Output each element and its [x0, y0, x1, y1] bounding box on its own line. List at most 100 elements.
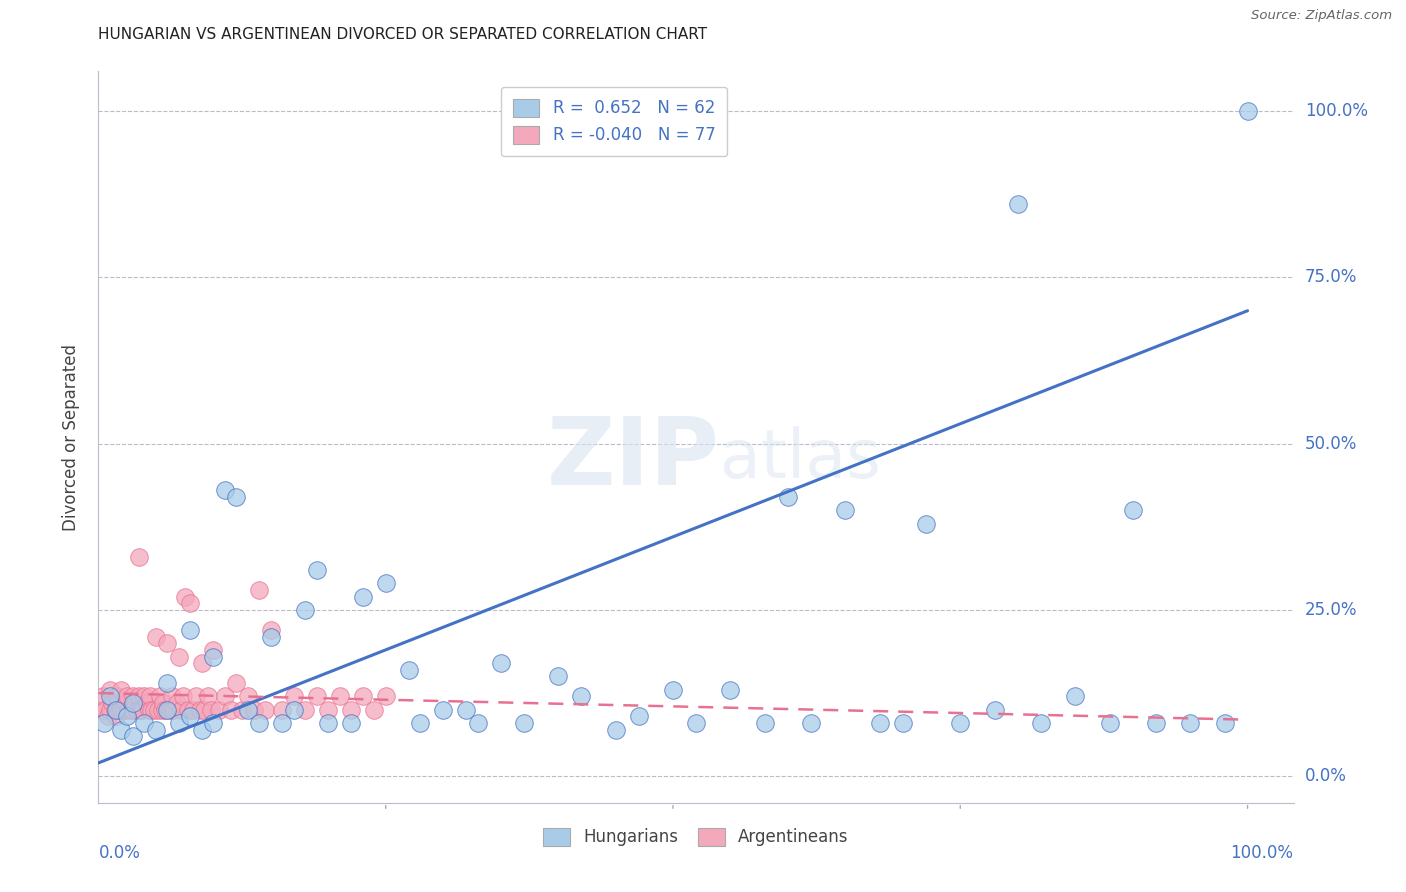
Point	[363, 703, 385, 717]
Point	[145, 723, 167, 737]
Point	[152, 696, 174, 710]
Point	[105, 690, 128, 704]
Point	[456, 703, 478, 717]
Point	[202, 643, 225, 657]
Point	[329, 690, 352, 704]
Point	[352, 590, 374, 604]
Point	[122, 703, 145, 717]
Point	[202, 716, 225, 731]
Point	[94, 703, 117, 717]
Point	[117, 703, 139, 717]
Point	[156, 636, 179, 650]
Point	[101, 696, 124, 710]
Point	[108, 703, 131, 717]
Point	[177, 703, 200, 717]
Point	[432, 703, 454, 717]
Point	[1178, 716, 1201, 731]
Point	[340, 703, 363, 717]
Point	[191, 656, 214, 670]
Point	[122, 690, 145, 704]
Point	[156, 676, 179, 690]
Point	[110, 682, 132, 697]
Point	[115, 709, 138, 723]
Text: 100.0%: 100.0%	[1305, 103, 1368, 120]
Point	[181, 703, 204, 717]
Point	[166, 696, 188, 710]
Point	[662, 682, 685, 697]
Point	[467, 716, 489, 731]
Point	[162, 703, 184, 717]
Point	[120, 703, 142, 717]
Text: HUNGARIAN VS ARGENTINEAN DIVORCED OR SEPARATED CORRELATION CHART: HUNGARIAN VS ARGENTINEAN DIVORCED OR SEP…	[98, 27, 707, 42]
Text: 0.0%: 0.0%	[98, 845, 141, 863]
Point	[191, 723, 214, 737]
Point	[340, 716, 363, 731]
Text: ZIP: ZIP	[547, 413, 720, 505]
Point	[139, 690, 162, 704]
Legend: Hungarians, Argentineans: Hungarians, Argentineans	[537, 821, 855, 853]
Point	[231, 703, 253, 717]
Point	[1236, 104, 1258, 119]
Point	[1098, 716, 1121, 731]
Point	[374, 690, 396, 704]
Point	[156, 703, 179, 717]
Point	[159, 703, 181, 717]
Point	[247, 716, 270, 731]
Point	[891, 716, 914, 731]
Point	[138, 703, 160, 717]
Point	[754, 716, 776, 731]
Point	[112, 703, 135, 717]
Point	[197, 690, 219, 704]
Text: 100.0%: 100.0%	[1230, 845, 1294, 863]
Point	[214, 690, 236, 704]
Point	[271, 716, 294, 731]
Point	[149, 690, 172, 704]
Point	[127, 703, 149, 717]
Point	[834, 503, 856, 517]
Point	[260, 630, 283, 644]
Point	[128, 703, 150, 717]
Point	[283, 690, 305, 704]
Point	[150, 703, 173, 717]
Point	[115, 696, 138, 710]
Point	[179, 623, 201, 637]
Point	[167, 716, 190, 731]
Point	[170, 703, 193, 717]
Point	[115, 690, 138, 704]
Point	[128, 549, 150, 564]
Y-axis label: Divorced or Separated: Divorced or Separated	[62, 343, 80, 531]
Point	[776, 490, 799, 504]
Point	[179, 709, 201, 723]
Point	[247, 582, 270, 597]
Point	[219, 703, 242, 717]
Point	[316, 703, 339, 717]
Point	[93, 716, 115, 731]
Point	[134, 716, 156, 731]
Point	[188, 703, 211, 717]
Point	[1213, 716, 1236, 731]
Point	[254, 703, 277, 717]
Text: 75.0%: 75.0%	[1305, 268, 1357, 286]
Point	[202, 649, 225, 664]
Point	[173, 590, 195, 604]
Point	[1064, 690, 1087, 704]
Point	[135, 696, 157, 710]
Point	[141, 703, 163, 717]
Point	[91, 690, 114, 704]
Point	[1144, 716, 1167, 731]
Point	[103, 703, 125, 717]
Point	[153, 703, 176, 717]
Point	[800, 716, 823, 731]
Point	[374, 576, 396, 591]
Point	[97, 709, 120, 723]
Point	[294, 703, 316, 717]
Point	[547, 669, 569, 683]
Point	[316, 716, 339, 731]
Point	[122, 729, 145, 743]
Point	[1007, 197, 1029, 211]
Point	[685, 716, 707, 731]
Point	[1029, 716, 1052, 731]
Point	[512, 716, 534, 731]
Text: 0.0%: 0.0%	[1305, 767, 1347, 785]
Point	[398, 663, 420, 677]
